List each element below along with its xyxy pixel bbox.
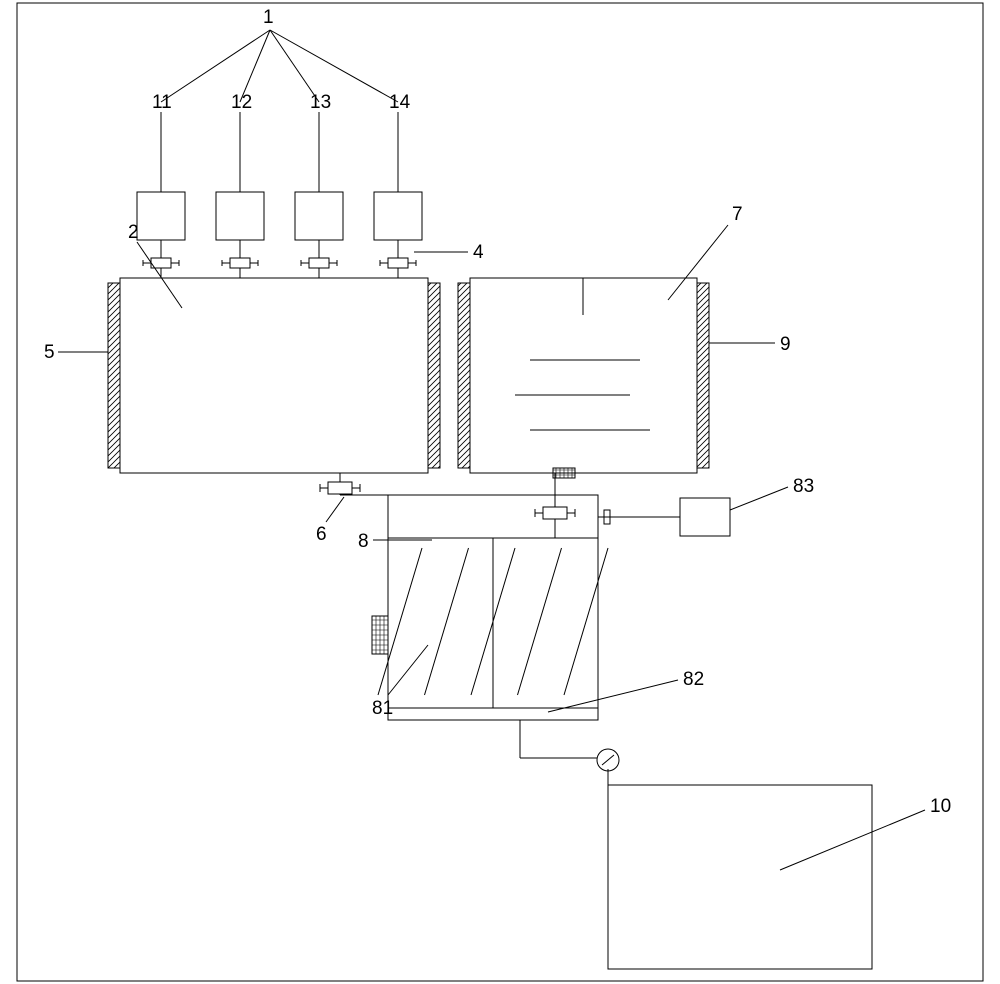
diagram-border [17,3,983,981]
feed-box-4 [374,192,422,240]
motor-83 [680,498,730,536]
jacket-right [458,283,470,468]
label-pipe: 82 [683,669,704,690]
leader-10 [780,810,925,870]
label-valve: 4 [473,242,484,263]
label-tank_left: 2 [128,222,139,243]
label-unit_8: 8 [358,531,369,552]
feed-box-1 [137,192,185,240]
blade [518,548,562,695]
label-sub_12: 12 [231,92,252,113]
label-sub_11: 11 [152,92,172,113]
valve-6 [328,482,352,494]
label-blade: 81 [372,698,393,719]
feed-valve-4 [388,258,408,268]
leader-2 [137,242,182,308]
jacket-right [697,283,709,468]
label-jacket_left: 5 [44,342,55,363]
label-sub_14: 14 [389,92,411,113]
feed-box-2 [216,192,264,240]
leader-81 [388,645,428,695]
blade [425,548,469,695]
leader-1-3 [270,30,398,102]
valve-right-out [543,507,567,519]
label-bottom_valve: 6 [316,524,327,545]
label-jacket_right: 9 [780,334,791,355]
feed-valve-3 [309,258,329,268]
label-motor: 83 [793,476,814,497]
leader-83 [730,487,788,510]
leader-6 [326,497,344,522]
leader-1-0 [161,30,270,102]
filter-block-top [553,468,575,478]
label-tank_right: 7 [732,204,743,225]
feed-valve-2 [230,258,250,268]
storage-tank [608,785,872,969]
label-storage: 10 [930,796,951,817]
jacket-left [108,283,120,468]
blade [564,548,608,695]
engineering-diagram: 111121314245678910818283 [0,0,1000,984]
label-top_group: 1 [263,7,274,28]
filter-block-side [372,616,388,654]
tank-left [120,278,428,473]
label-sub_13: 13 [310,92,331,113]
feed-box-3 [295,192,343,240]
jacket-left [428,283,440,468]
